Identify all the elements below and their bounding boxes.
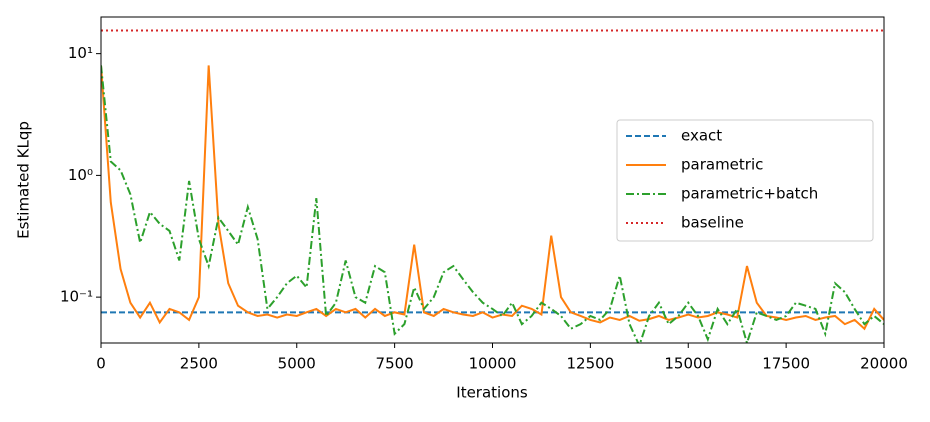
x-tick-label: 5000 bbox=[278, 355, 316, 373]
x-tick-label: 12500 bbox=[567, 355, 615, 373]
y-tick-label: 10¹ bbox=[68, 44, 93, 62]
x-tick-label: 17500 bbox=[762, 355, 810, 373]
y-tick-label: 10⁻¹ bbox=[60, 288, 93, 306]
legend-label: parametric+batch bbox=[681, 185, 818, 203]
series-line bbox=[101, 65, 884, 343]
y-tick-label: 10⁰ bbox=[68, 166, 93, 184]
legend-box bbox=[616, 119, 874, 242]
x-tick-label: 10000 bbox=[469, 355, 517, 373]
y-axis-label: Estimated KLqp bbox=[15, 121, 33, 239]
legend-label: exact bbox=[681, 127, 722, 145]
legend-label: baseline bbox=[681, 214, 744, 232]
x-tick-label: 15000 bbox=[664, 355, 712, 373]
x-tick-label: 2500 bbox=[180, 355, 218, 373]
plot-area bbox=[101, 29, 884, 343]
x-axis-label: Iterations bbox=[456, 384, 528, 402]
series-line bbox=[101, 65, 884, 331]
plot-frame bbox=[100, 16, 885, 344]
x-tick-label: 7500 bbox=[376, 355, 414, 373]
x-tick-label: 20000 bbox=[860, 355, 908, 373]
legend-label: parametric bbox=[681, 156, 763, 174]
x-tick-label: 0 bbox=[96, 355, 106, 373]
